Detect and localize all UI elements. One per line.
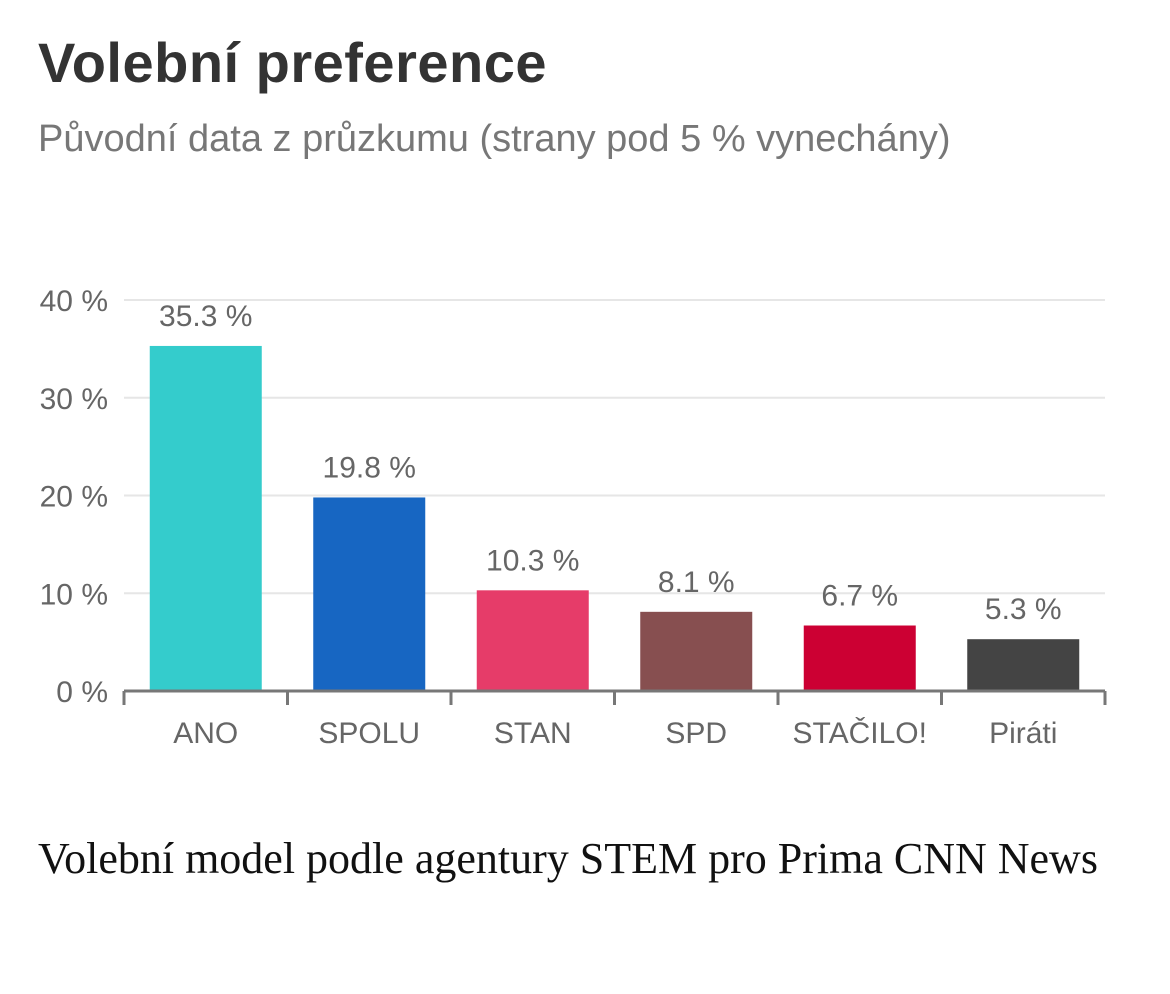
y-tick-label: 10 %	[40, 578, 108, 611]
data-label: 5.3 %	[985, 593, 1062, 626]
bar-chart: 0 % 10 % 20 % 30 % 40 % 35.3 % ANO 19.8 % SPOLU 1…	[40, 285, 1107, 750]
bar	[149, 345, 262, 691]
bar	[476, 590, 589, 691]
bar	[803, 625, 916, 691]
x-tick-label: SPD	[665, 717, 727, 750]
bar	[313, 497, 426, 691]
data-label: 35.3 %	[159, 300, 252, 333]
chart-caption: Volební model podle agentury STEM pro Pr…	[38, 834, 1098, 883]
x-tick-label: STAN	[494, 717, 572, 750]
chart-title: Volební preference	[38, 31, 548, 94]
y-tick-label: 0 %	[56, 676, 108, 709]
x-tick-label: ANO	[173, 717, 238, 750]
chart-subtitle: Původní data z průzkumu (strany pod 5 % …	[38, 118, 951, 160]
y-tick-label: 20 %	[40, 481, 108, 514]
y-tick-label: 30 %	[40, 383, 108, 416]
data-label: 19.8 %	[323, 451, 416, 484]
bar	[640, 611, 753, 691]
data-label: 6.7 %	[821, 580, 898, 613]
y-tick-label: 40 %	[40, 285, 108, 318]
x-tick-label: SPOLU	[318, 717, 420, 750]
x-tick-label: STAČILO!	[793, 716, 927, 750]
bar	[967, 639, 1080, 691]
x-tick-label: Piráti	[989, 717, 1057, 750]
data-label: 10.3 %	[486, 544, 579, 577]
data-label: 8.1 %	[658, 566, 735, 599]
